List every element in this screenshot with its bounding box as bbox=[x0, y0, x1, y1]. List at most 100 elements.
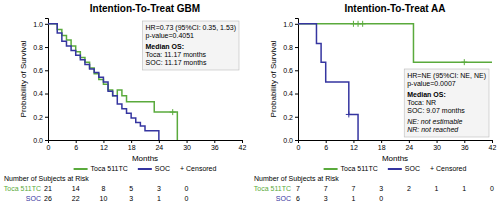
tick: 30 bbox=[183, 140, 191, 151]
annotation-text: Toca: NR bbox=[407, 99, 436, 106]
tick: 0.0 bbox=[33, 137, 48, 144]
tick: 0 bbox=[297, 140, 301, 151]
at-risk-count: 7 bbox=[351, 185, 355, 192]
tick-mark bbox=[45, 24, 48, 25]
at-risk-count: 5 bbox=[129, 185, 133, 192]
tick: 1.0 bbox=[33, 21, 48, 28]
legend: Toca 511TCSOC+ Censored bbox=[74, 165, 217, 172]
tick-mark bbox=[295, 94, 298, 95]
tick: 18 bbox=[128, 140, 136, 151]
annotation-text: HR=0.73 (95%CI: 0.35, 1.53) bbox=[146, 24, 236, 32]
at-risk-table: Number of Subjects at RiskToca 511TC2114… bbox=[4, 175, 189, 202]
tick-label: 30 bbox=[433, 144, 441, 151]
at-risk-count: 10 bbox=[100, 195, 108, 202]
tick: 36 bbox=[211, 140, 219, 151]
at-risk-title: Number of Subjects at Risk bbox=[4, 175, 89, 183]
axis-line bbox=[295, 19, 299, 141]
tick: 0.6 bbox=[283, 67, 298, 74]
axis: 06121824303642 bbox=[297, 140, 497, 151]
tick-mark bbox=[381, 140, 382, 143]
legend-swatch bbox=[388, 168, 402, 170]
tick-label: 42 bbox=[239, 144, 247, 151]
tick-label: 18 bbox=[128, 144, 136, 151]
tick-mark bbox=[45, 94, 48, 95]
annotation-text: p-value=0.4051 bbox=[146, 32, 195, 40]
at-risk-row-label: Toca 511TC bbox=[4, 185, 41, 192]
tick-mark bbox=[437, 140, 438, 143]
tick-mark bbox=[45, 70, 48, 71]
note: NR: not reached bbox=[407, 126, 459, 133]
tick-mark bbox=[103, 140, 104, 143]
at-risk-count: 1 bbox=[157, 195, 161, 202]
axis-line bbox=[45, 19, 49, 141]
at-risk-count: 0 bbox=[185, 185, 189, 192]
at-risk-count: 3 bbox=[379, 185, 383, 192]
tick: 0.0 bbox=[283, 137, 298, 144]
annotation: HR=0.73 (95%CI: 0.35, 1.53)p-value=0.405… bbox=[143, 21, 239, 70]
tick-label: 12 bbox=[100, 144, 108, 151]
tick: 42 bbox=[239, 140, 247, 151]
axis: 0.0 0.2 0.4 0.6 0.8 1.0 bbox=[283, 19, 298, 144]
annotation-text: Median OS: bbox=[407, 91, 446, 98]
tick-mark bbox=[295, 24, 298, 25]
tick: 0.4 bbox=[283, 90, 298, 97]
at-risk-count: 1 bbox=[351, 195, 355, 202]
tick: 24 bbox=[405, 140, 413, 151]
title: Intention-To-Treat AA bbox=[344, 3, 445, 14]
tick-label: 36 bbox=[211, 144, 219, 151]
tick-mark bbox=[214, 140, 215, 143]
tick-mark bbox=[76, 140, 77, 143]
legend-label: SOC bbox=[155, 165, 170, 172]
tick: 36 bbox=[461, 140, 469, 151]
censor-mark bbox=[360, 21, 366, 27]
tick-mark bbox=[187, 140, 188, 143]
tick-label: 12 bbox=[350, 144, 358, 151]
tick: 0.4 bbox=[33, 90, 48, 97]
tick-label: 0.2 bbox=[33, 114, 43, 121]
tick: 24 bbox=[155, 140, 163, 151]
tick-mark bbox=[464, 140, 465, 143]
tick-label: 1.0 bbox=[283, 21, 293, 28]
at-risk-count: 26 bbox=[44, 195, 52, 202]
tick-label: 0.6 bbox=[283, 67, 293, 74]
tick: 0.6 bbox=[33, 67, 48, 74]
tick: 1.0 bbox=[283, 21, 298, 28]
tick: 0.8 bbox=[283, 44, 298, 51]
plot-marks bbox=[298, 21, 492, 140]
tick-label: 6 bbox=[74, 144, 78, 151]
tick-mark bbox=[45, 47, 48, 48]
tick-label: 0.8 bbox=[33, 44, 43, 51]
tick-label: 0 bbox=[47, 144, 51, 151]
at-risk-title: Number of Subjects at Risk bbox=[254, 175, 339, 183]
x-axis-title: Months bbox=[132, 154, 158, 163]
tick-mark bbox=[353, 140, 354, 143]
at-risk-count: 0 bbox=[379, 195, 383, 202]
survival-line bbox=[298, 24, 492, 62]
tick-label: 0.0 bbox=[283, 137, 293, 144]
censor-mark bbox=[346, 111, 352, 117]
legend: Toca 511TCSOC+ Censored bbox=[324, 165, 467, 172]
tick: 18 bbox=[378, 140, 386, 151]
tick-label: 6 bbox=[324, 144, 328, 151]
tick-mark bbox=[131, 140, 132, 143]
annotation-text: Median OS: bbox=[146, 43, 185, 50]
at-risk-row-label: SOC bbox=[276, 195, 291, 202]
note: NE: not estimable bbox=[407, 118, 462, 125]
tick: 0.2 bbox=[283, 114, 298, 121]
tick-mark bbox=[326, 140, 327, 143]
tick-label: 30 bbox=[183, 144, 191, 151]
tick: 0.2 bbox=[33, 114, 48, 121]
tick-label: 0.6 bbox=[33, 67, 43, 74]
censor-mark bbox=[461, 59, 467, 65]
at-risk-count: 8 bbox=[101, 185, 105, 192]
tick-label: 18 bbox=[378, 144, 386, 151]
legend-label: SOC bbox=[405, 165, 420, 172]
annotation-text: SOC: 11.17 months bbox=[146, 59, 207, 66]
tick: 6 bbox=[324, 140, 328, 151]
tick-mark bbox=[295, 47, 298, 48]
tick-label: 0 bbox=[297, 144, 301, 151]
tick-mark bbox=[45, 140, 48, 141]
chart: Intention-To-Treat GBM061218243036420.00… bbox=[0, 0, 500, 210]
tick-label: 36 bbox=[461, 144, 469, 151]
at-risk-row-label: SOC bbox=[26, 195, 41, 202]
